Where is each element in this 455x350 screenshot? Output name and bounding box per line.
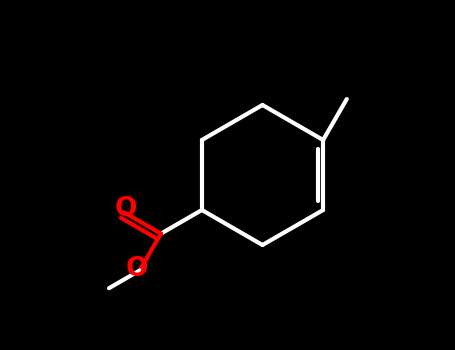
Text: O: O — [126, 256, 148, 282]
Text: O: O — [115, 196, 137, 222]
